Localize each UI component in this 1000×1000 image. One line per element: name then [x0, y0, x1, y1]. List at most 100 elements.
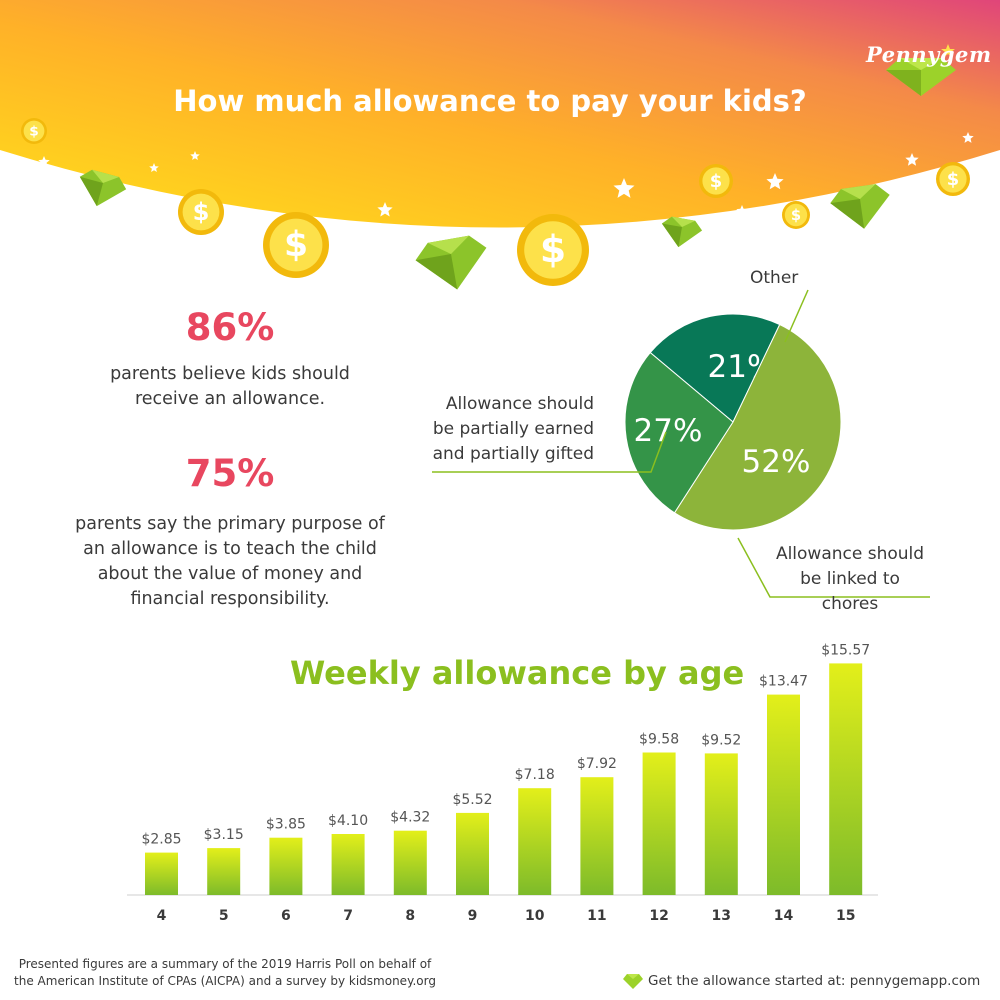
bar	[393, 830, 427, 895]
pie-label-line: be linked to chores	[800, 569, 900, 614]
coin-icon: $	[263, 212, 329, 278]
gem-icon	[79, 169, 127, 207]
pie-label-gifted: Allowance should be partially earned and…	[432, 392, 594, 467]
svg-text:$: $	[791, 207, 801, 224]
coin-icon: $	[782, 201, 810, 229]
bar-value-label: $7.92	[577, 756, 617, 772]
star-icon	[190, 151, 200, 160]
footnote-line: Presented figures are a summary of the 2…	[18, 957, 432, 971]
star-icon	[613, 178, 635, 198]
star-icon	[38, 156, 50, 167]
stat-text-86: parents believe kids should receive an a…	[20, 362, 440, 412]
star-icon	[149, 163, 159, 172]
pie-label-line: be partially earned	[432, 419, 594, 439]
pie-label-line: and partially gifted	[432, 444, 594, 464]
pie-percent-label: 52%	[742, 444, 811, 480]
gem-icon	[661, 216, 703, 248]
gem-icon	[830, 184, 890, 229]
pie-leader-line	[737, 537, 930, 598]
bar	[269, 837, 303, 895]
stat-text-75: parents say the primary purpose of an al…	[20, 512, 440, 612]
source-footnote: Presented figures are a summary of the 2…	[10, 956, 440, 990]
bar	[518, 788, 552, 895]
x-tick-label: 15	[836, 908, 855, 924]
pie-slice	[673, 323, 842, 531]
bar-value-label: $9.58	[639, 732, 679, 748]
bar-value-label: $2.85	[141, 832, 181, 848]
bar-chart-title: Weekly allowance by age	[290, 654, 745, 692]
svg-text:$: $	[284, 225, 308, 265]
pie-label-other: Other	[750, 266, 798, 291]
stat-text-line: about the value of money and	[97, 564, 363, 584]
x-tick-label: 8	[405, 908, 415, 924]
page-title: How much allowance to pay your kids?	[173, 84, 807, 118]
bar-value-label: $4.10	[328, 813, 368, 829]
gem-icon	[415, 235, 487, 290]
star-icon	[905, 153, 919, 166]
star-icon	[410, 237, 418, 245]
svg-text:$: $	[193, 198, 210, 226]
star-icon	[766, 173, 784, 190]
bar-value-label: $9.52	[701, 732, 741, 748]
bar	[829, 663, 863, 895]
bar	[331, 834, 365, 895]
bar-value-label: $15.57	[821, 642, 870, 658]
stat-text-line: an allowance is to teach the child	[83, 539, 377, 559]
brand-name: Pennygem	[866, 42, 992, 67]
x-tick-label: 13	[712, 908, 731, 924]
stat-text-line: parents believe kids should	[110, 364, 350, 384]
x-tick-label: 11	[587, 908, 606, 924]
pie-leader-line	[784, 289, 809, 343]
star-icon	[736, 205, 748, 216]
stat-value-86: 86%	[185, 306, 275, 349]
footer-cta[interactable]: Get the allowance started at: pennygemap…	[622, 972, 992, 990]
header-decorations: $ $ $ $ $ $ $	[21, 118, 974, 290]
stat-text-line: financial responsibility.	[130, 589, 330, 609]
pie-leader-line	[432, 431, 667, 473]
header-background	[0, 0, 1000, 228]
coin-icon: $	[21, 118, 47, 144]
x-tick-label: 12	[649, 908, 668, 924]
pie-label-line: Allowance should	[445, 394, 594, 414]
x-tick-label: 4	[157, 908, 167, 924]
bar-value-label: $13.47	[759, 674, 808, 690]
coin-icon: $	[178, 189, 224, 235]
x-tick-label: 9	[468, 908, 478, 924]
bar	[704, 753, 738, 895]
pie-chart: 21%52%27%	[432, 289, 930, 598]
bar	[767, 694, 800, 895]
bar-value-label: $5.52	[452, 792, 492, 808]
footnote-line: the American Institute of CPAs (AICPA) a…	[14, 974, 436, 988]
bar-value-label: $3.15	[204, 827, 244, 843]
bar-value-label: $7.18	[515, 767, 555, 783]
bar-value-label: $3.85	[266, 817, 306, 833]
coin-icon: $	[699, 164, 733, 198]
gem-icon	[623, 974, 643, 989]
stat-text-line: receive an allowance.	[134, 389, 326, 409]
svg-text:$: $	[947, 169, 959, 190]
bar	[456, 812, 489, 895]
x-tick-label: 10	[525, 908, 545, 924]
svg-text:$: $	[540, 227, 566, 271]
bar	[145, 852, 178, 895]
pennygem-logo[interactable]: Pennygem	[866, 38, 992, 98]
bar	[207, 848, 241, 895]
svg-text:$: $	[710, 171, 722, 192]
pie-slice	[649, 313, 781, 423]
footer-cta-text: Get the allowance started at: pennygemap…	[648, 973, 981, 989]
pie-label-line: Other	[750, 268, 799, 288]
pie-slice	[624, 351, 734, 514]
pie-label-line: Allowance should	[775, 544, 925, 564]
x-tick-label: 7	[343, 908, 353, 924]
stat-text-line: parents say the primary purpose of	[75, 514, 385, 534]
gem-logo-icon	[886, 44, 956, 96]
x-tick-label: 14	[774, 908, 794, 924]
star-icon	[962, 132, 974, 143]
coin-icon: $	[517, 214, 589, 286]
x-tick-label: 5	[219, 908, 229, 924]
x-tick-label: 6	[281, 908, 291, 924]
svg-text:$: $	[29, 123, 39, 139]
bar-chart: $2.85 4 $3.15 5 $3.85 6 $4.10 7 $4.32 8 $5.52 9 $7.1…	[127, 642, 878, 924]
bar	[580, 777, 614, 895]
star-icon	[377, 202, 393, 217]
